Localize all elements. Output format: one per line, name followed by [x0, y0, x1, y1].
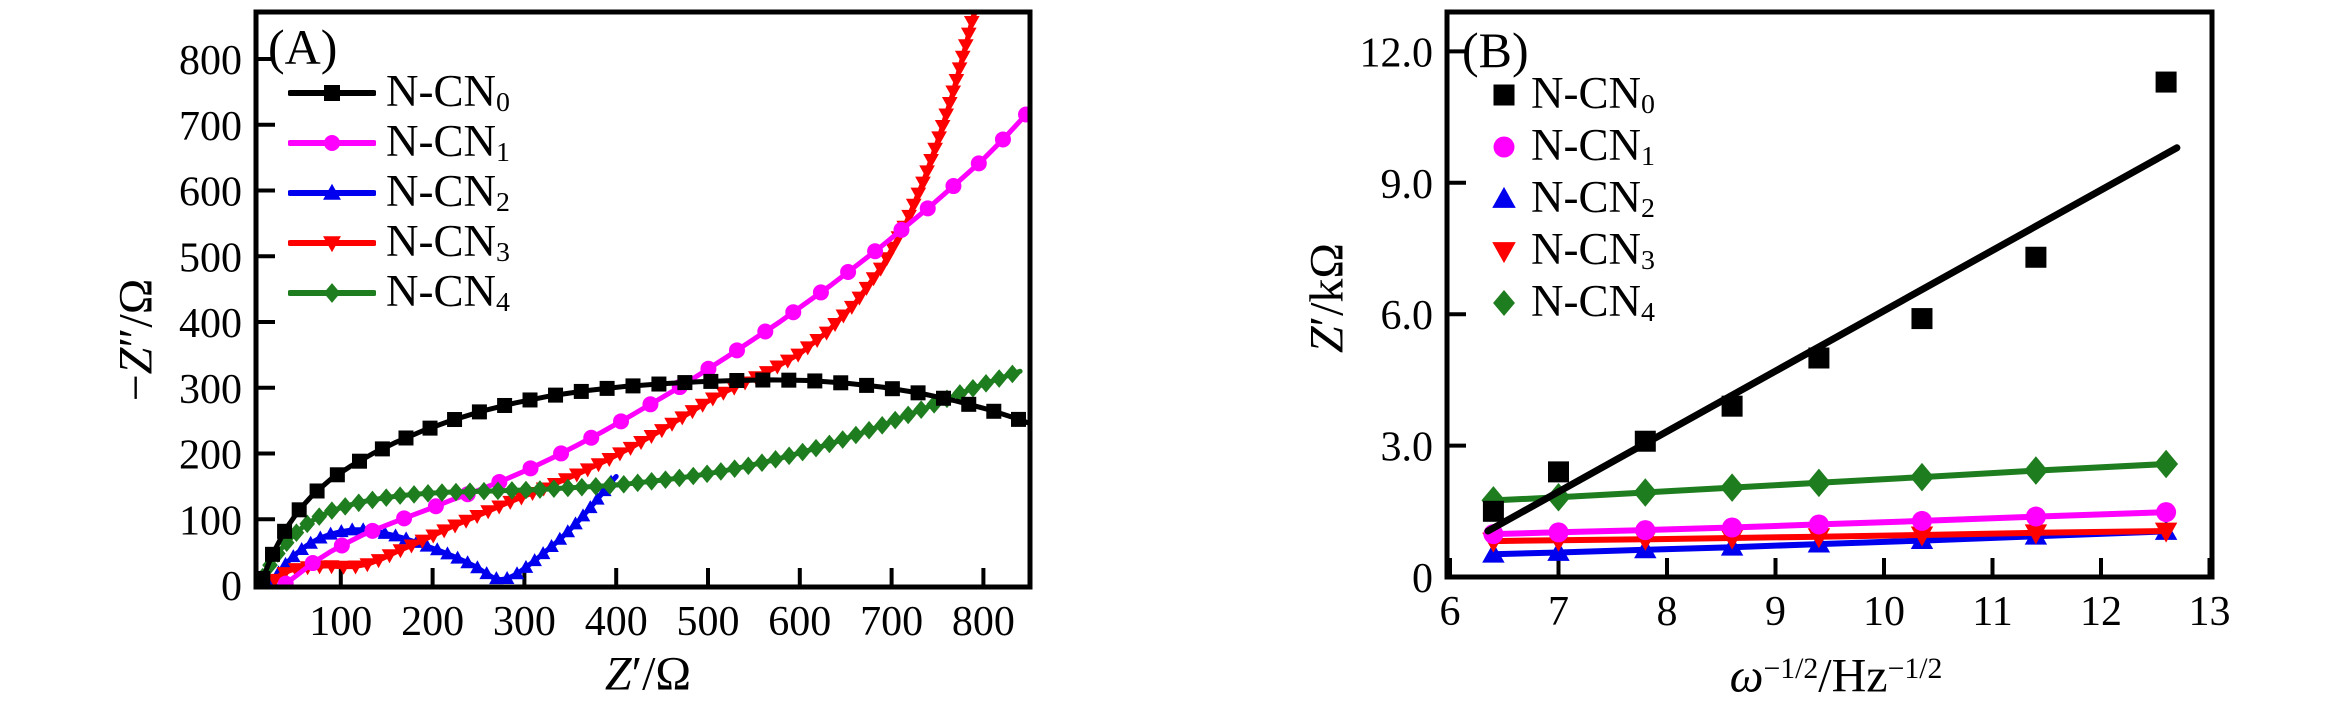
legend-label: N-CN2 — [1531, 172, 1655, 225]
panel-a-y-tick-label: 700 — [179, 104, 242, 150]
panel-a-x-tick-label: 600 — [768, 599, 831, 645]
panel-a-axes-ticks: 100 200 300 400 500 600 700 800 0 100 200 300 400 500… — [179, 38, 1015, 645]
panel-a-y-tick-label: 100 — [179, 498, 242, 544]
legend-item-n-cn0: N-CN0 — [288, 68, 510, 118]
panel-b-axes-ticks: 6 7 8 9 10 11 12 13 0 3.0 6.0 9.0 12.0 — [1360, 30, 2231, 635]
square-marker-icon — [288, 85, 376, 101]
legend-label: N-CN1 — [1531, 120, 1655, 173]
legend-item-n-cn4: N-CN4 — [1487, 277, 1655, 329]
panel-a-y-tick-label: 800 — [179, 38, 242, 84]
panel-b-plot: 6 7 8 9 10 11 12 13 0 3.0 6.0 9.0 12.0 — [1360, 9, 2231, 635]
panel-a-border — [253, 9, 1033, 590]
panel-a-label: (A) — [268, 19, 338, 75]
diamond-marker-icon — [1493, 289, 1515, 317]
square-marker-icon — [1493, 84, 1515, 106]
circle-marker-icon — [1493, 136, 1515, 158]
series-n-cn4 — [1481, 449, 2179, 515]
panel-b-x-axis-label: ω−1/2/Hz−1/2 — [1729, 649, 1943, 703]
series-n-cn0 — [1482, 71, 2177, 522]
panel-b-label: (B) — [1462, 22, 1529, 78]
panel-b-y-tick-label: 9.0 — [1381, 162, 1434, 208]
series-n-cn0-linear-fit — [1484, 144, 2181, 535]
panel-a-x-axis-label: Z′/Ω — [604, 647, 692, 701]
legend-label: N-CN0 — [1531, 68, 1655, 121]
legend-item-n-cn1: N-CN1 — [1487, 121, 1655, 173]
panel-a-x-tick-label: 300 — [493, 599, 556, 645]
panel-a-y-tick-label: 300 — [179, 367, 242, 413]
panel-b-y-tick-label: 0 — [1412, 556, 1433, 602]
panel-a-legend: N-CN0 N-CN1 N-CN2 N-CN3 N-CN4 — [288, 68, 510, 318]
legend-label: N-CN4 — [386, 266, 510, 319]
panel-b-x-tick-label: 12 — [2080, 589, 2122, 635]
triangle-down-marker-icon — [288, 236, 376, 253]
panel-b-x-tick-label: 11 — [1972, 589, 2012, 635]
panel-a-y-tick-label: 600 — [179, 170, 242, 216]
panel-b-y-axis-label: Z′/kΩ — [1300, 242, 1354, 354]
panel-b-x-tick-label: 10 — [1863, 589, 1905, 635]
panel-a-x-tick-label: 100 — [309, 599, 372, 645]
panel-a-x-tick-label: 400 — [585, 599, 648, 645]
panel-a-x-tick-label: 200 — [401, 599, 464, 645]
panel-a-plot: 100 200 300 400 500 600 700 800 0 100 200 300 400 500… — [179, 9, 1033, 645]
legend-item-n-cn4: N-CN4 — [288, 268, 510, 318]
legend-item-n-cn3: N-CN3 — [1487, 225, 1655, 277]
panel-b-y-tick-label: 12.0 — [1360, 30, 1434, 76]
panel-a-y-tick-label: 400 — [179, 301, 242, 347]
triangle-up-marker-icon — [1492, 186, 1516, 208]
panel-b-x-tick-label: 13 — [2189, 589, 2231, 635]
panel-a-y-tick-label: 0 — [221, 564, 242, 610]
panel-b-x-tick-label: 7 — [1548, 589, 1569, 635]
series-n-cn4 — [256, 364, 1023, 587]
legend-label: N-CN3 — [386, 216, 510, 269]
panel-a-x-tick-label: 800 — [952, 599, 1015, 645]
diamond-marker-icon — [288, 283, 376, 303]
panel-b-x-tick-label: 6 — [1440, 589, 1461, 635]
legend-label: N-CN1 — [386, 116, 510, 169]
legend-label: N-CN3 — [1531, 224, 1655, 277]
panel-b-x-tick-label: 9 — [1765, 589, 1786, 635]
series-n-cn1 — [277, 106, 1030, 587]
legend-item-n-cn0: N-CN0 — [1487, 69, 1655, 121]
panel-b-y-tick-label: 6.0 — [1381, 293, 1434, 339]
series-n-cn0 — [256, 372, 1030, 586]
triangle-up-marker-icon — [288, 183, 376, 200]
legend-item-n-cn3: N-CN3 — [288, 218, 510, 268]
legend-item-n-cn2: N-CN2 — [1487, 173, 1655, 225]
panel-a-y-axis-label: −Z″/Ω — [109, 278, 163, 402]
series-n-cn1 — [1483, 502, 2177, 545]
triangle-down-marker-icon — [1492, 242, 1516, 264]
legend-label: N-CN2 — [386, 166, 510, 219]
panel-a-x-tick-label: 500 — [677, 599, 740, 645]
panel-b-border — [1444, 9, 2215, 580]
legend-label: N-CN0 — [386, 66, 510, 119]
legend-item-n-cn2: N-CN2 — [288, 168, 510, 218]
panel-a-y-tick-label: 500 — [179, 235, 242, 281]
panel-b-legend: N-CN0 N-CN1 N-CN2 N-CN3 N-CN4 — [1487, 69, 1655, 329]
circle-marker-icon — [288, 135, 376, 151]
panel-a-series — [256, 12, 1030, 587]
panel-b-x-tick-label: 8 — [1657, 589, 1678, 635]
panel-b-series — [1481, 71, 2181, 563]
panel-a-x-tick-label: 700 — [860, 599, 923, 645]
legend-label: N-CN4 — [1531, 276, 1655, 329]
panel-a-y-tick-label: 200 — [179, 433, 242, 479]
panel-b-y-tick-label: 3.0 — [1381, 425, 1434, 471]
legend-item-n-cn1: N-CN1 — [288, 118, 510, 168]
